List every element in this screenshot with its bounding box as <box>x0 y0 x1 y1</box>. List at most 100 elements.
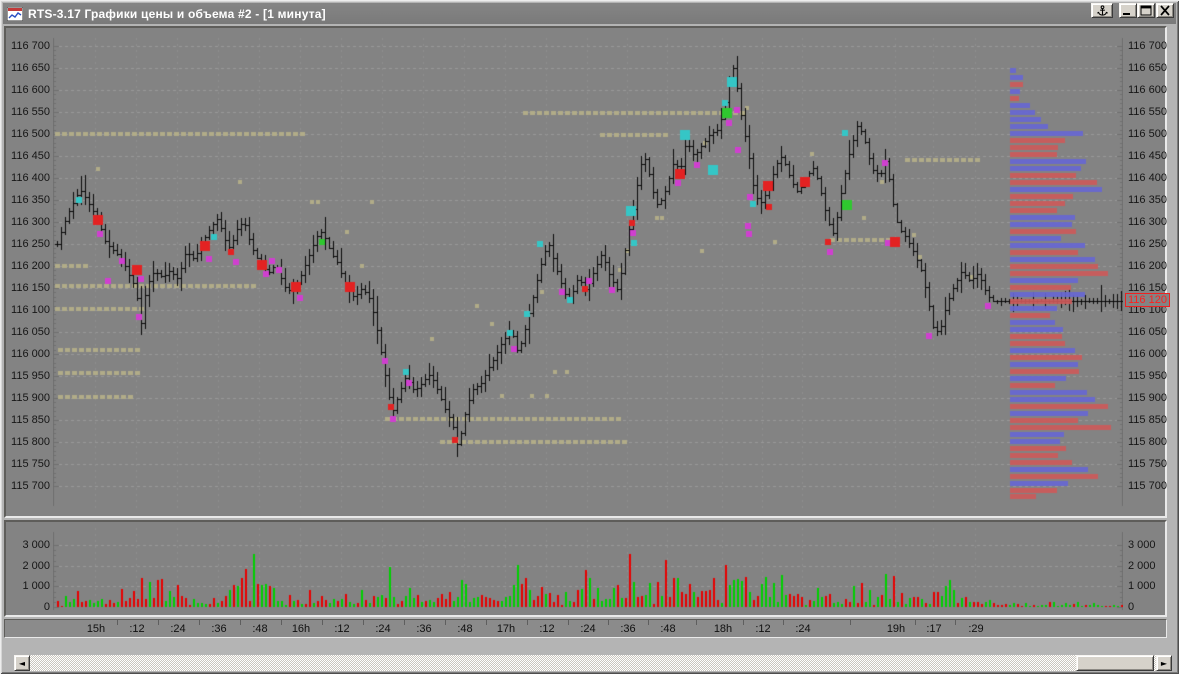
horizontal-scrollbar: ◄ ► <box>14 655 1172 671</box>
time-axis-tick <box>239 620 241 625</box>
time-tick-label: :12 <box>129 623 145 635</box>
minimize-icon <box>1123 13 1130 15</box>
price-tick-label: 116 450 <box>11 150 50 162</box>
price-tick-label: 115 700 <box>1128 480 1167 492</box>
time-axis-tick <box>321 620 323 625</box>
time-axis-tick <box>695 620 697 625</box>
time-axis-tick <box>849 620 851 625</box>
time-axis-tick <box>648 620 649 625</box>
close-button[interactable] <box>1156 3 1174 18</box>
time-tick-label: :24 <box>170 623 186 635</box>
scroll-left-button[interactable]: ◄ <box>14 655 30 671</box>
time-axis-tick <box>526 620 528 625</box>
time-axis-tick <box>608 620 609 625</box>
price-tick-label: 116 550 <box>1128 106 1167 118</box>
price-tick-label: 116 050 <box>11 326 50 338</box>
price-plot-area[interactable] <box>53 28 1123 516</box>
scrollbar-thumb[interactable] <box>1076 655 1154 671</box>
price-tick-label: 116 450 <box>1128 150 1167 162</box>
price-tick-label: 115 850 <box>1128 414 1167 426</box>
time-tick-label: :12 <box>539 623 555 635</box>
time-tick-label: :12 <box>334 623 350 635</box>
time-tick-label: :17 <box>926 623 942 635</box>
maximize-icon <box>1140 5 1152 16</box>
minimize-button[interactable] <box>1119 3 1137 18</box>
window-title: RTS-3.17 Графики цены и объема #2 - [1 м… <box>28 6 326 21</box>
volume-tick-label: 0 <box>1128 601 1135 613</box>
price-tick-label: 116 550 <box>11 106 50 118</box>
chart-window-icon <box>7 6 23 21</box>
volume-tick-label: 1 000 <box>1128 580 1156 593</box>
time-axis[interactable]: 15h:12:24:36:48 16h:12:24:36:48 17h:12:24:… <box>4 619 1167 638</box>
time-tick-label: 15h <box>86 623 106 635</box>
scroll-right-button[interactable]: ► <box>1156 655 1172 671</box>
time-axis-tick <box>444 620 446 625</box>
time-tick-label: 17h <box>496 623 516 635</box>
anchor-icon <box>1096 4 1108 16</box>
price-tick-label: 116 500 <box>11 128 50 140</box>
price-tick-label: 116 500 <box>1128 128 1167 140</box>
price-tick-label: 115 700 <box>11 480 50 492</box>
price-tick-label: 116 650 <box>1128 62 1167 74</box>
time-tick-label: 16h <box>291 623 311 635</box>
volume-chart-canvas[interactable] <box>53 522 1123 615</box>
price-tick-label: 116 350 <box>1128 194 1167 206</box>
price-tick-label: 116 650 <box>11 62 50 74</box>
price-tick-label: 116 400 <box>1128 172 1167 184</box>
price-tick-label: 115 750 <box>1128 458 1167 470</box>
price-chart-canvas[interactable] <box>53 28 1123 516</box>
volume-tick-label: 3 000 <box>22 539 50 551</box>
time-tick-label: :24 <box>375 623 391 635</box>
time-tick-label: :12 <box>755 623 771 635</box>
time-axis-tick <box>116 620 118 625</box>
time-axis-tick <box>783 620 784 625</box>
time-axis-tick <box>567 620 569 625</box>
price-tick-label: 115 950 <box>1128 370 1167 382</box>
price-axis-left[interactable]: 116 700 116 650 116 600 116 550 116 500 116 4… <box>6 28 53 516</box>
time-tick-label: 19h <box>886 623 906 635</box>
price-tick-label: 115 950 <box>11 370 50 382</box>
maximize-button[interactable] <box>1137 3 1155 18</box>
price-tick-label: 116 100 <box>11 304 50 316</box>
time-axis-tick <box>157 620 159 625</box>
price-chart-panel: 116 700 116 650 116 600 116 550 116 500 116 4… <box>4 26 1170 518</box>
volume-plot-area[interactable] <box>53 522 1123 615</box>
price-tick-label: 115 900 <box>11 392 50 404</box>
price-tick-label: 116 600 <box>11 84 50 96</box>
price-tick-label: 115 750 <box>11 458 50 470</box>
price-tick-label: 115 850 <box>11 414 50 426</box>
time-tick-label: :48 <box>457 623 473 635</box>
time-axis-tick <box>280 620 282 625</box>
price-axis-right[interactable]: 116 120 116 700 116 650 116 600 116 550 116 … <box>1125 28 1170 516</box>
time-tick-label: :36 <box>211 623 227 635</box>
volume-tick-label: 0 <box>43 601 50 613</box>
anchor-button[interactable] <box>1091 3 1113 18</box>
time-axis-tick <box>955 620 956 625</box>
time-tick-label: :48 <box>660 623 676 635</box>
time-axis-tick <box>743 620 744 625</box>
time-tick-label: :24 <box>580 623 596 635</box>
price-tick-label: 116 300 <box>1128 216 1167 228</box>
time-axis-tick <box>198 620 200 625</box>
time-tick-label: 18h <box>713 623 733 635</box>
price-tick-label: 115 900 <box>1128 392 1167 404</box>
price-tick-label: 116 700 <box>11 40 50 52</box>
price-tick-label: 116 250 <box>1128 238 1167 250</box>
volume-axis-left[interactable]: 3 000 2 000 1 000 0 <box>6 522 53 615</box>
price-tick-label: 116 050 <box>1128 326 1167 338</box>
current-price-badge: 116 120 <box>1125 293 1170 308</box>
volume-axis-right[interactable]: 3 000 2 000 1 000 0 <box>1125 522 1165 615</box>
scrollbar-track[interactable] <box>30 655 1156 671</box>
price-tick-label: 115 800 <box>1128 436 1167 448</box>
price-tick-label: 116 200 <box>11 260 50 272</box>
price-tick-label: 115 800 <box>11 436 50 448</box>
price-tick-label: 116 150 <box>1128 282 1167 294</box>
volume-tick-label: 3 000 <box>1128 539 1156 551</box>
volume-tick-label: 2 000 <box>22 559 50 572</box>
price-tick-label: 116 200 <box>1128 260 1167 272</box>
time-axis-tick <box>403 620 405 625</box>
time-axis-tick <box>915 620 916 625</box>
volume-panel: 3 000 2 000 1 000 0 3 000 2 000 1 000 0 <box>4 520 1167 617</box>
title-bar[interactable]: RTS-3.17 Графики цены и объема #2 - [1 м… <box>3 3 1176 24</box>
